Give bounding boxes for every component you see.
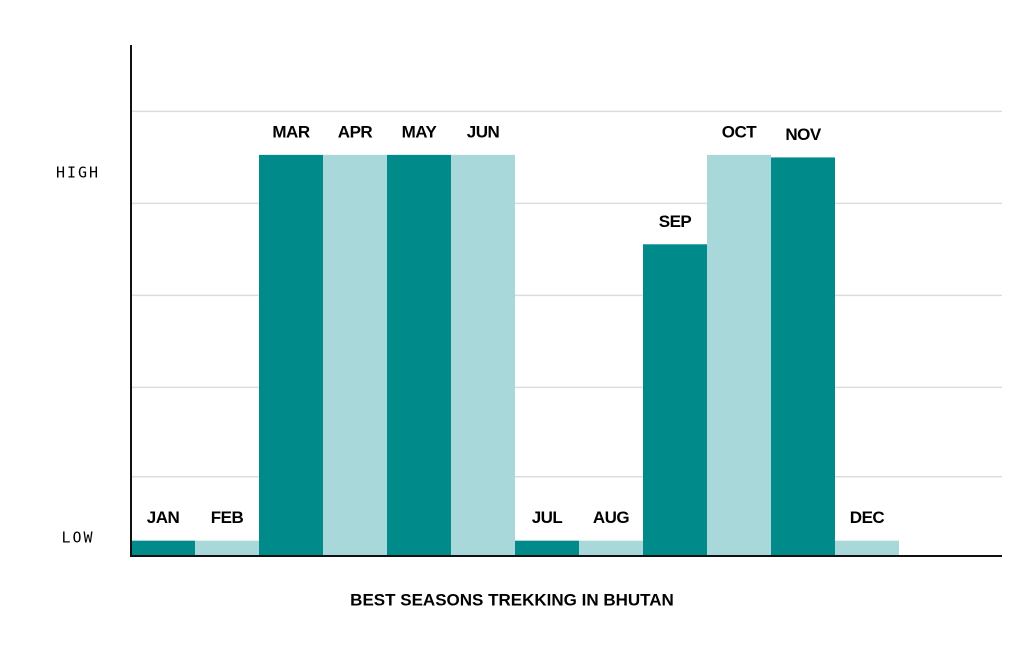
category-label: NOV [785, 125, 822, 144]
category-label: JUN [467, 122, 500, 141]
chart-title: BEST SEASONS TREKKING IN BHUTAN [350, 590, 674, 609]
category-label: MAY [402, 122, 438, 141]
category-label: MAR [272, 122, 309, 141]
bar [323, 154, 387, 557]
bar [195, 540, 259, 556]
category-label: FEB [211, 508, 244, 527]
bar [771, 157, 835, 557]
category-label: SEP [659, 212, 692, 231]
category-label: APR [338, 122, 373, 141]
bar [643, 244, 707, 557]
bar [579, 540, 643, 556]
bar [451, 154, 515, 557]
bar [835, 540, 899, 556]
bar [259, 154, 323, 557]
bar [707, 154, 771, 557]
category-label: OCT [722, 122, 758, 141]
y-tick-label: HIGH [56, 163, 100, 181]
bar [387, 154, 451, 557]
category-label: AUG [593, 508, 630, 527]
category-label: JUL [532, 508, 563, 527]
y-tick-label: LOW [61, 529, 94, 547]
category-label: JAN [147, 508, 180, 527]
category-label: DEC [850, 508, 885, 527]
bar [515, 540, 579, 556]
bar [131, 540, 195, 556]
